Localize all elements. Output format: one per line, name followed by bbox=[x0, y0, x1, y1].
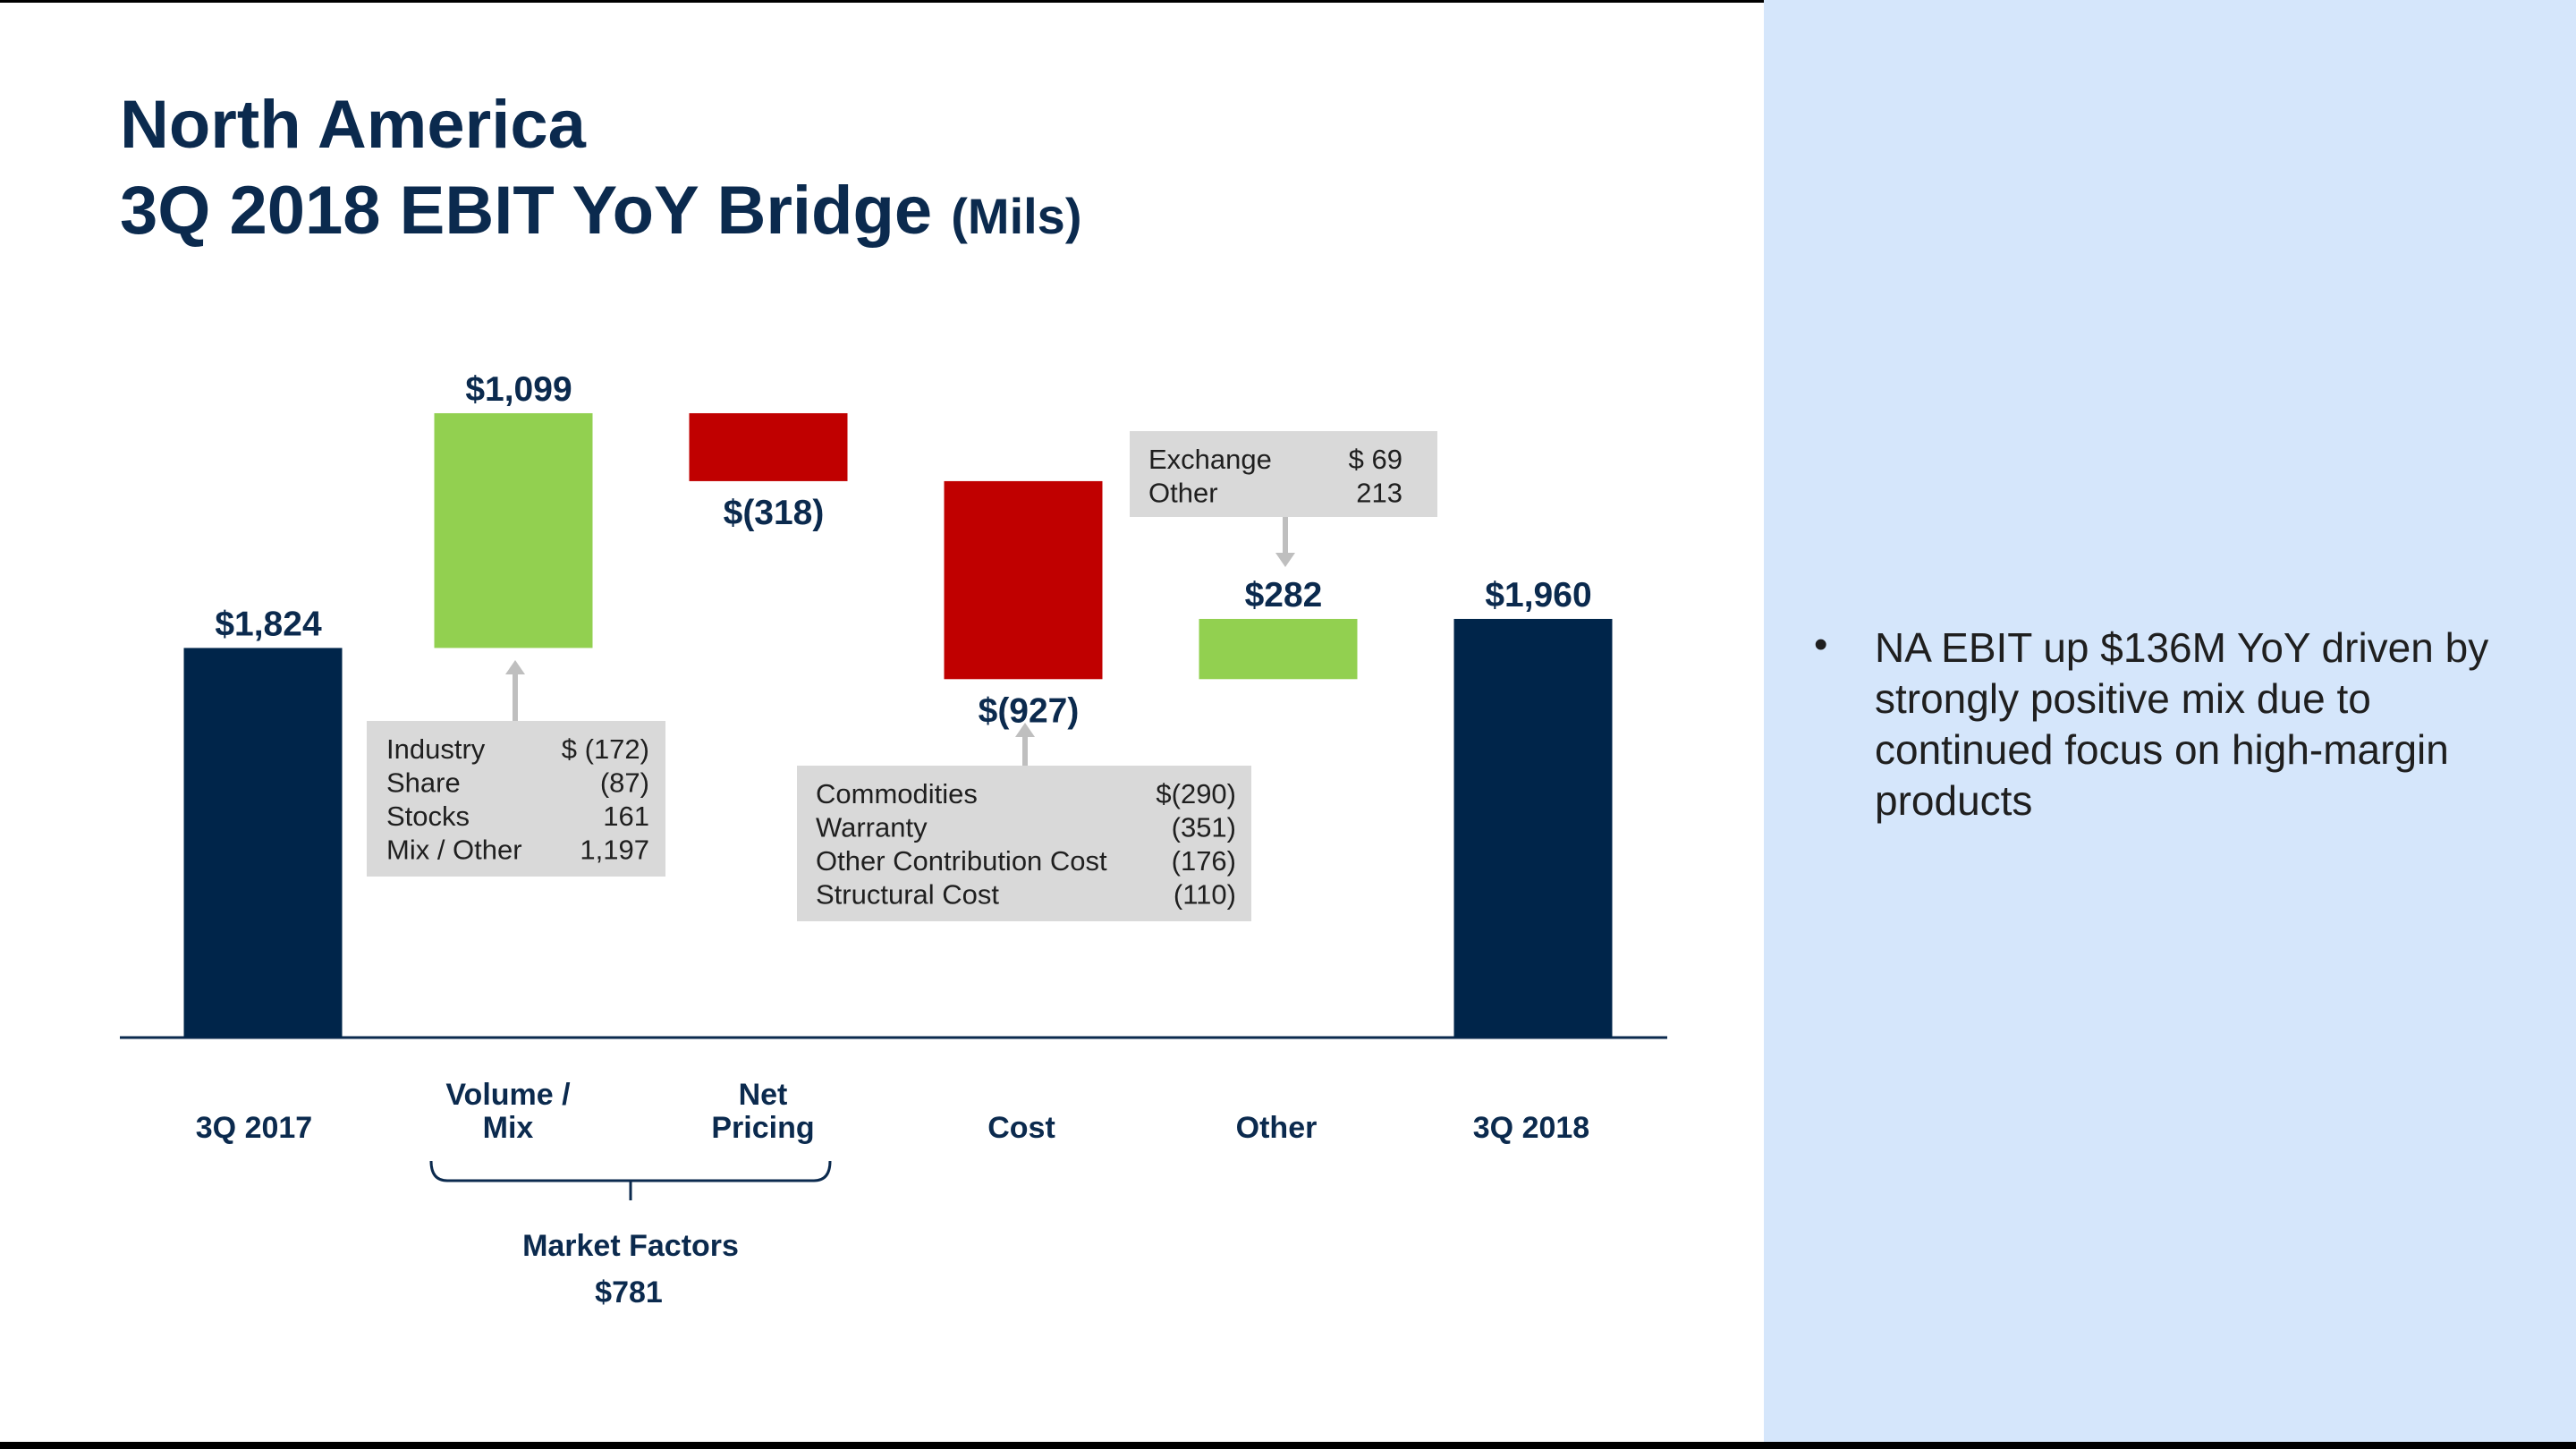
bracket-label: Market Factors bbox=[522, 1229, 739, 1263]
callout-label: Warranty bbox=[816, 812, 928, 843]
callout-label: Industry bbox=[386, 733, 486, 765]
bracket-value: $781 bbox=[595, 1275, 663, 1309]
callout-box bbox=[367, 721, 665, 877]
callout-value: (87) bbox=[600, 767, 649, 799]
callout-value: 1,197 bbox=[580, 835, 649, 866]
commentary-bullet: NA EBIT up $136M YoY driven by strongly … bbox=[1875, 624, 2489, 824]
data-label: $1,960 bbox=[1485, 576, 1591, 614]
category-label: Mix bbox=[483, 1111, 534, 1145]
category-label: Pricing bbox=[711, 1111, 814, 1145]
category-label: Cost bbox=[987, 1111, 1055, 1145]
bar-other bbox=[1199, 618, 1358, 680]
data-label: $1,824 bbox=[215, 605, 322, 643]
callout-arrow-head bbox=[505, 660, 525, 674]
category-label: Volume / bbox=[445, 1078, 571, 1112]
callout-label: Share bbox=[386, 767, 461, 799]
callout-value: $ 69 bbox=[1349, 444, 1402, 475]
callout-label: Mix / Other bbox=[386, 835, 522, 866]
callout-value: 161 bbox=[603, 801, 649, 832]
bar-3q-2017 bbox=[183, 648, 343, 1038]
callout-label: Stocks bbox=[386, 801, 470, 832]
callout-label: Other Contribution Cost bbox=[816, 845, 1107, 877]
callout-box bbox=[797, 766, 1251, 921]
title-main: 3Q 2018 EBIT YoY Bridge bbox=[120, 173, 933, 249]
data-label: $282 bbox=[1245, 576, 1323, 614]
callout-label: Exchange bbox=[1148, 444, 1272, 475]
top-border bbox=[0, 0, 2576, 3]
callout-value: (110) bbox=[1174, 879, 1236, 911]
title-line-2: 3Q 2018 EBIT YoY Bridge (Mils) bbox=[120, 168, 1081, 259]
callout-value: $ (172) bbox=[562, 733, 649, 765]
category-label: 3Q 2017 bbox=[196, 1111, 312, 1145]
bar-volume-mix bbox=[434, 412, 593, 648]
callout-label: Other bbox=[1148, 478, 1218, 509]
bar-net-pricing bbox=[689, 412, 848, 481]
bottom-border bbox=[0, 1442, 2576, 1449]
commentary-panel bbox=[1764, 0, 2576, 1449]
callout-value: 213 bbox=[1356, 478, 1402, 509]
title-line-1: North America bbox=[120, 87, 586, 163]
category-label: Other bbox=[1236, 1111, 1318, 1145]
callout-box bbox=[1130, 431, 1437, 517]
callout-arrow-head bbox=[1015, 723, 1035, 737]
callout-value: (351) bbox=[1172, 812, 1236, 843]
callout-arrow-head bbox=[1275, 553, 1295, 567]
category-label: Net bbox=[739, 1078, 788, 1112]
category-label: 3Q 2018 bbox=[1473, 1111, 1589, 1145]
callout-label: Structural Cost bbox=[816, 879, 999, 911]
title-unit: (Mils) bbox=[951, 188, 1082, 244]
page-title: North America 3Q 2018 EBIT YoY Bridge (M… bbox=[120, 82, 1081, 259]
callout-value: (176) bbox=[1172, 845, 1236, 877]
bar-3q-2018 bbox=[1453, 618, 1613, 1038]
bar-cost bbox=[944, 480, 1103, 680]
callout-label: Commodities bbox=[816, 778, 978, 809]
data-label: $(318) bbox=[724, 494, 825, 532]
waterfall-chart: $1,824 $1,099 $(318) $(927) $282 $1,960 3Q 201… bbox=[120, 370, 1667, 1309]
callout-value: $(290) bbox=[1156, 778, 1236, 809]
bullet-icon: • bbox=[1814, 623, 1828, 666]
data-label: $1,099 bbox=[465, 370, 572, 409]
data-label: $(927) bbox=[979, 691, 1080, 730]
market-factors-bracket bbox=[429, 1160, 832, 1182]
